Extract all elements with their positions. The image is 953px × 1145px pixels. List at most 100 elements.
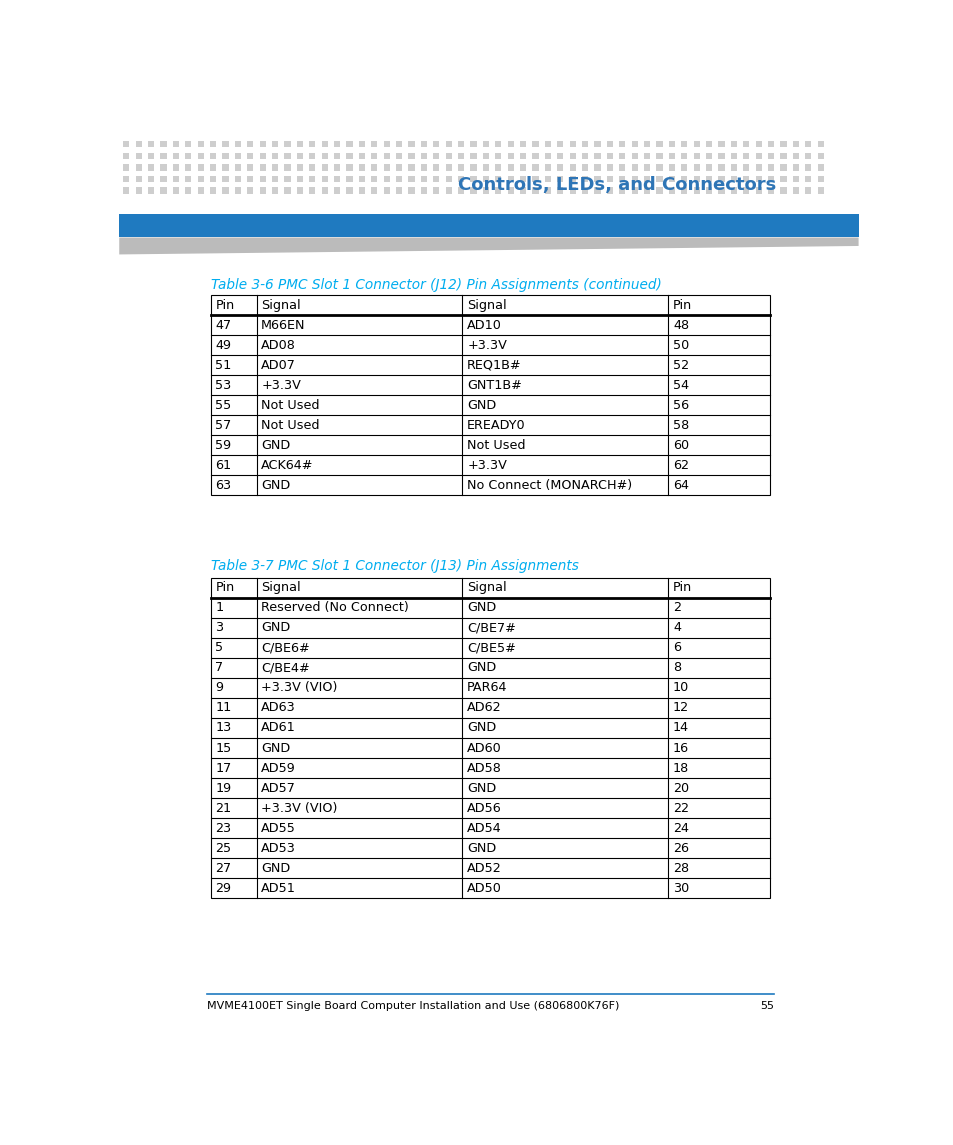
Bar: [457, 152, 464, 159]
Text: 24: 24: [673, 822, 688, 835]
Bar: [742, 152, 748, 159]
Bar: [730, 165, 736, 171]
Bar: [408, 152, 415, 159]
Bar: [495, 188, 500, 194]
Text: GND: GND: [467, 782, 496, 795]
Text: 61: 61: [215, 459, 232, 472]
Bar: [594, 176, 599, 182]
Bar: [371, 152, 377, 159]
Bar: [408, 176, 415, 182]
Text: 5: 5: [215, 641, 223, 655]
Bar: [160, 165, 167, 171]
Bar: [482, 141, 488, 148]
Bar: [730, 176, 736, 182]
Text: GND: GND: [467, 601, 496, 615]
Bar: [569, 188, 575, 194]
Bar: [606, 176, 612, 182]
Bar: [358, 152, 365, 159]
Text: 64: 64: [673, 479, 688, 492]
Bar: [420, 152, 427, 159]
Text: 48: 48: [673, 318, 688, 332]
Bar: [148, 176, 154, 182]
Bar: [557, 188, 562, 194]
Bar: [705, 176, 711, 182]
Text: GND: GND: [467, 721, 496, 734]
Bar: [309, 165, 315, 171]
Bar: [780, 176, 785, 182]
Text: 3: 3: [215, 622, 223, 634]
Bar: [234, 188, 241, 194]
Text: 1: 1: [215, 601, 223, 615]
Bar: [272, 176, 278, 182]
Bar: [519, 188, 525, 194]
Bar: [618, 141, 624, 148]
Bar: [383, 188, 390, 194]
Bar: [693, 176, 699, 182]
Bar: [581, 165, 587, 171]
Bar: [532, 152, 537, 159]
Bar: [148, 165, 154, 171]
Text: AD52: AD52: [467, 862, 501, 875]
Bar: [197, 176, 204, 182]
Text: AD60: AD60: [467, 742, 501, 755]
Bar: [433, 176, 439, 182]
Bar: [656, 141, 661, 148]
Bar: [346, 165, 353, 171]
Bar: [780, 141, 785, 148]
Bar: [594, 141, 599, 148]
Polygon shape: [119, 237, 858, 254]
Bar: [334, 165, 340, 171]
Bar: [346, 152, 353, 159]
Text: AD51: AD51: [261, 882, 295, 894]
Text: AD55: AD55: [261, 822, 295, 835]
Bar: [395, 176, 402, 182]
Bar: [705, 141, 711, 148]
Bar: [346, 141, 353, 148]
Bar: [668, 188, 674, 194]
Bar: [148, 152, 154, 159]
Text: C/BE5#: C/BE5#: [467, 641, 516, 655]
Bar: [730, 141, 736, 148]
Text: +3.3V: +3.3V: [467, 459, 506, 472]
Bar: [817, 188, 822, 194]
Bar: [668, 176, 674, 182]
Bar: [792, 165, 798, 171]
Text: 8: 8: [673, 662, 680, 674]
Bar: [210, 152, 216, 159]
Bar: [272, 141, 278, 148]
Bar: [172, 152, 179, 159]
Text: 30: 30: [673, 882, 689, 894]
Bar: [755, 152, 760, 159]
Bar: [470, 141, 476, 148]
Bar: [507, 141, 513, 148]
Bar: [309, 152, 315, 159]
Bar: [643, 176, 649, 182]
Bar: [457, 141, 464, 148]
Bar: [519, 141, 525, 148]
Bar: [420, 176, 427, 182]
Bar: [284, 176, 291, 182]
Bar: [211, 578, 769, 898]
Bar: [482, 188, 488, 194]
Bar: [123, 152, 130, 159]
Bar: [495, 152, 500, 159]
Bar: [445, 176, 452, 182]
Bar: [631, 165, 637, 171]
Bar: [222, 141, 229, 148]
Bar: [395, 152, 402, 159]
Text: AD08: AD08: [261, 339, 295, 352]
Bar: [135, 176, 142, 182]
Text: 22: 22: [673, 802, 688, 814]
Bar: [123, 188, 130, 194]
Bar: [656, 176, 661, 182]
Text: Pin: Pin: [215, 582, 234, 594]
Bar: [470, 152, 476, 159]
Text: 50: 50: [673, 339, 689, 352]
Bar: [693, 188, 699, 194]
Text: AD63: AD63: [261, 702, 295, 714]
Bar: [532, 176, 537, 182]
Text: 26: 26: [673, 842, 688, 854]
Text: 56: 56: [673, 398, 688, 412]
Text: AD59: AD59: [261, 761, 295, 774]
Bar: [581, 141, 587, 148]
